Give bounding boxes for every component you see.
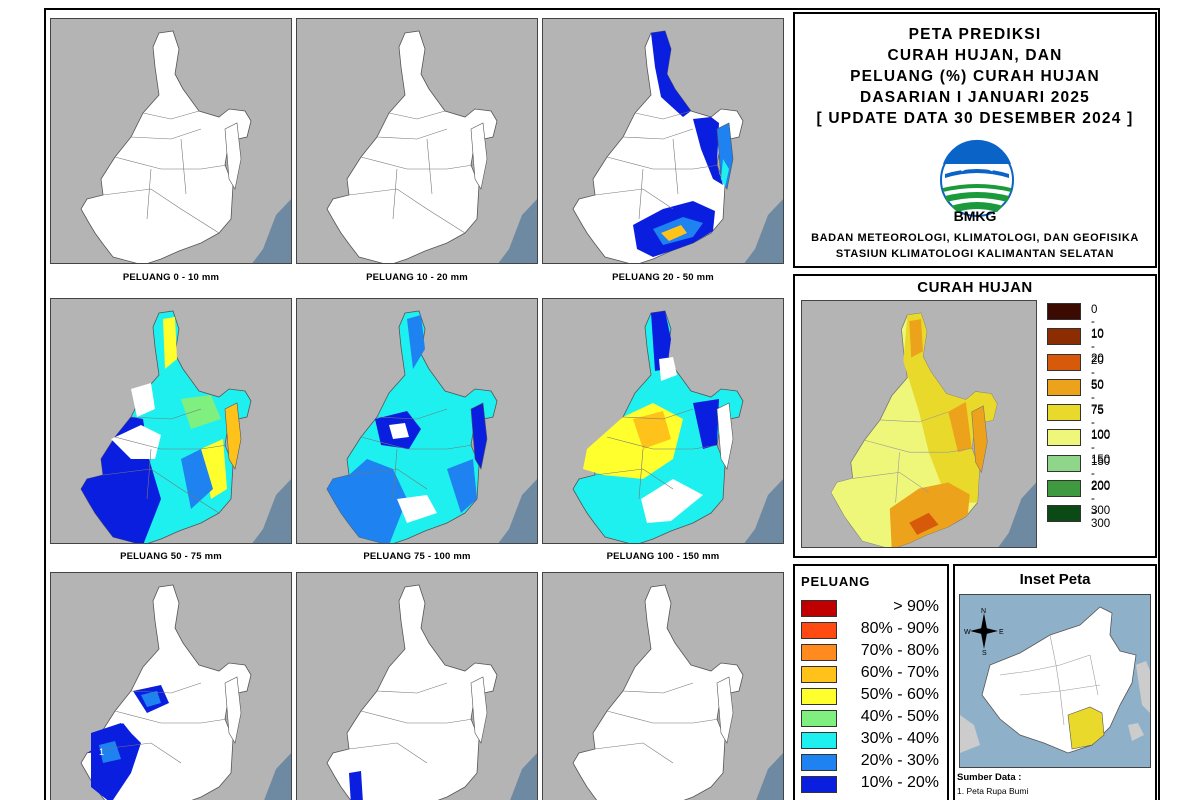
panel-label-p2: PELUANG 10 - 20 mm bbox=[366, 272, 468, 283]
map-panel-peluang-100-150 bbox=[542, 298, 784, 544]
inset-map: N S W E bbox=[959, 594, 1151, 768]
ch-swatch bbox=[1047, 404, 1081, 422]
ch-legend-label: 20 - 50 bbox=[1091, 354, 1104, 391]
ch-swatch bbox=[1047, 303, 1081, 320]
map-panel-peluang-10-20 bbox=[296, 18, 538, 264]
panel-label-p1: PELUANG 0 - 10 mm bbox=[122, 272, 220, 283]
map-panel-row3-1: 1 bbox=[50, 572, 292, 800]
map-panel-peluang-20-50 bbox=[542, 18, 784, 264]
pl-legend-item: 60% - 70% bbox=[801, 664, 947, 686]
agency-line-2: STASIUN KLIMATOLOGI KALIMANTAN SELATAN bbox=[835, 248, 1115, 260]
ch-swatch bbox=[1047, 328, 1081, 346]
pl-legend-label: 10% - 20% bbox=[860, 774, 939, 791]
panel-label-p6: PELUANG 100 - 150 mm bbox=[606, 551, 720, 562]
agency-line-1: BADAN METEOROLOGI, KLIMATOLOGI, DAN GEOF… bbox=[811, 232, 1139, 244]
pl-legend-label: 40% - 50% bbox=[860, 708, 939, 725]
ch-legend-label: 50 - 75 bbox=[1091, 379, 1104, 416]
agency-name: BADAN METEOROLOGI, KLIMATOLOGI, DAN GEOF… bbox=[795, 230, 1155, 262]
pl-legend-item: > 90% bbox=[801, 598, 947, 620]
ch-swatch bbox=[1047, 454, 1081, 472]
svg-text:1: 1 bbox=[99, 747, 104, 757]
pl-legend-label: 60% - 70% bbox=[860, 664, 939, 681]
ch-swatch bbox=[1047, 480, 1081, 498]
map-panel-peluang-0-10 bbox=[50, 18, 292, 264]
pl-legend-label: 80% - 90% bbox=[860, 620, 939, 637]
inset-box: Inset Peta N S W E Sumber Data : 1. Peta… bbox=[953, 564, 1157, 800]
ch-legend-label: 150 - 200 bbox=[1091, 455, 1111, 492]
pl-legend-item: 10% - 20% bbox=[801, 774, 947, 796]
pl-legend-item: 40% - 50% bbox=[801, 708, 947, 730]
ch-swatch bbox=[1047, 505, 1081, 523]
ch-legend-label: 0 - 10 bbox=[1091, 304, 1104, 340]
curah-hujan-map bbox=[801, 300, 1037, 548]
title-line-5: [ UPDATE DATA 30 DESEMBER 2024 ] bbox=[816, 110, 1134, 127]
bmkg-logo-icon bbox=[940, 139, 1014, 217]
peluang-legend-box: PELUANG > 90% 80% - 90% 70% - 80% 60% - … bbox=[793, 564, 949, 800]
compass-w: W bbox=[964, 629, 971, 636]
compass-n: N bbox=[981, 608, 986, 615]
pl-legend-label: 50% - 60% bbox=[860, 686, 939, 703]
title-line-3: PELUANG (%) CURAH HUJAN bbox=[850, 68, 1100, 85]
pl-legend-item: 70% - 80% bbox=[801, 642, 947, 664]
map-panel-row3-2 bbox=[296, 572, 538, 800]
source-title: Sumber Data : bbox=[957, 772, 1022, 783]
map-panel-peluang-75-100 bbox=[296, 298, 538, 544]
pl-swatch bbox=[801, 710, 837, 727]
ch-swatch bbox=[1047, 353, 1081, 371]
compass-s: S bbox=[982, 650, 987, 655]
ch-legend-label: 100 - 150 bbox=[1091, 430, 1111, 467]
panel-label-p5: PELUANG 75 - 100 mm bbox=[363, 551, 471, 562]
title-line-1: PETA PREDIKSI bbox=[908, 26, 1042, 43]
pl-legend-label: 70% - 80% bbox=[860, 642, 939, 659]
ch-legend-label: 75 - 100 bbox=[1091, 405, 1111, 442]
pl-swatch bbox=[801, 688, 837, 705]
pl-legend-item: 50% - 60% bbox=[801, 686, 947, 708]
pl-legend-label: 30% - 40% bbox=[860, 730, 939, 747]
source-item: 1. Peta Rupa Bumi bbox=[957, 786, 1029, 796]
ch-legend-label: 200 - 300 bbox=[1091, 481, 1111, 518]
pl-swatch bbox=[801, 666, 837, 683]
pl-legend-label: > 90% bbox=[893, 598, 939, 615]
pl-swatch bbox=[801, 754, 837, 771]
pl-swatch bbox=[801, 622, 837, 639]
pl-legend-label: 20% - 30% bbox=[860, 752, 939, 769]
title-line-4: DASARIAN I JANUARI 2025 bbox=[859, 89, 1090, 106]
ch-legend-label: 10 - 20 bbox=[1091, 329, 1104, 366]
ch-legend-label: > 300 bbox=[1091, 506, 1111, 531]
peluang-title: PELUANG bbox=[801, 574, 871, 589]
pl-legend-item: 30% - 40% bbox=[801, 730, 947, 752]
compass-rose-icon: N S W E bbox=[964, 608, 1004, 655]
pl-swatch bbox=[801, 600, 837, 617]
pl-legend-item: 20% - 30% bbox=[801, 752, 947, 774]
compass-e: E bbox=[999, 629, 1004, 636]
panel-label-p4: PELUANG 50 - 75 mm bbox=[120, 551, 222, 562]
ch-swatch bbox=[1047, 378, 1081, 396]
curah-hujan-title: CURAH HUJAN bbox=[917, 279, 1033, 296]
inset-title: Inset Peta bbox=[1019, 571, 1091, 588]
panel-label-p3: PELUANG 20 - 50 mm bbox=[612, 272, 714, 283]
map-layout-frame bbox=[44, 8, 1160, 800]
map-panel-row3-3 bbox=[542, 572, 784, 800]
ch-swatch bbox=[1047, 429, 1081, 447]
pl-swatch bbox=[801, 732, 837, 749]
pl-legend-item: 80% - 90% bbox=[801, 620, 947, 642]
pl-swatch bbox=[801, 644, 837, 661]
curah-hujan-box: CURAH HUJAN 0 - 10 10 - 20 20 - 50 50 - … bbox=[793, 274, 1157, 558]
map-title: PETA PREDIKSI CURAH HUJAN, DAN PELUANG (… bbox=[795, 24, 1155, 129]
bmkg-logo-text: BMKG bbox=[953, 208, 997, 224]
title-line-2: CURAH HUJAN, DAN bbox=[887, 47, 1063, 64]
map-panel-peluang-50-75 bbox=[50, 298, 292, 544]
title-box: PETA PREDIKSI CURAH HUJAN, DAN PELUANG (… bbox=[793, 12, 1157, 268]
pl-swatch bbox=[801, 776, 837, 793]
